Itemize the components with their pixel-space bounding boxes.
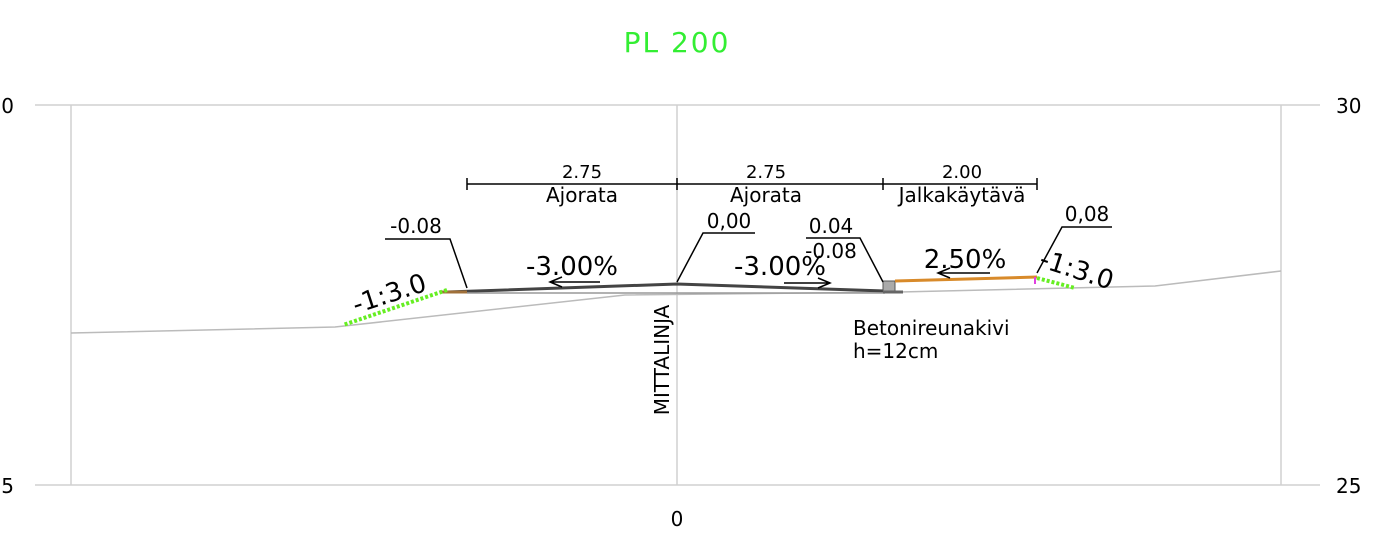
dimension-line	[466, 178, 1038, 190]
curb	[882, 280, 896, 292]
elevation-label: 25	[0, 474, 14, 498]
height-mark: 0,00	[707, 209, 752, 233]
curb-note: h=12cm	[853, 339, 938, 363]
road-surface	[446, 282, 886, 294]
elevation-label: 25	[1336, 474, 1361, 498]
dimension-label: Jalkakäytävä	[897, 183, 1026, 207]
dimension-label: Ajorata	[546, 183, 618, 207]
title: PL 200	[624, 26, 731, 59]
station-label: 0	[671, 507, 684, 531]
frame	[35, 104, 1320, 486]
height-mark: 0.04	[809, 214, 854, 238]
dimension-width: 2.75	[746, 162, 786, 183]
slope-label: -3.00%	[526, 252, 618, 282]
embankment-label: -1:3.0	[349, 268, 431, 320]
dimension-label: Ajorata	[730, 183, 802, 207]
right-embankment	[1036, 276, 1076, 290]
height-mark: 0,08	[1065, 202, 1110, 226]
elevation-label: 30	[0, 94, 14, 118]
centerline-label: MITTALINJA	[650, 304, 674, 415]
left-embankment	[342, 288, 448, 327]
slope-label: -3.00%	[734, 252, 826, 282]
slope-arrows	[548, 267, 990, 289]
dimension-width: 2.75	[562, 162, 602, 183]
leaders	[385, 226, 1112, 289]
sidewalk	[894, 275, 1038, 283]
dimension-width: 2.00	[942, 162, 982, 183]
height-mark: -0.08	[390, 214, 442, 238]
curb-note: Betonireunakivi	[853, 316, 1010, 340]
slope-label: 2.50%	[924, 245, 1007, 275]
height-mark: -0.08	[805, 239, 857, 263]
elevation-label: 30	[1336, 94, 1361, 118]
